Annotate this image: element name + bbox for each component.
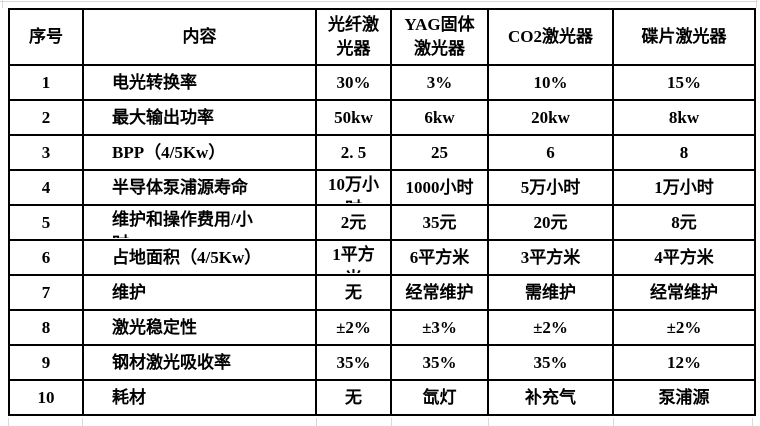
clipped-text: 维护和操作费用/小 时	[112, 209, 253, 238]
cell-fiber: 50kw	[315, 99, 392, 136]
gridline-tick-top-left	[2, 0, 3, 8]
column-header-yag-laser: YAG固体 激光器	[390, 8, 489, 66]
gridline-tick-bottom	[752, 418, 753, 426]
cell-fiber: 无	[315, 379, 392, 416]
cell-index: 2	[8, 99, 84, 136]
cell-index: 7	[8, 274, 84, 311]
laser-comparison-table: 序号 内容 光纤激 光器 YAG固体 激光器 CO2激光器 碟片激光器 1 电光…	[8, 8, 756, 416]
table-row: 3 BPP（4/5Kw） 2. 5 25 6 8	[8, 134, 756, 171]
gridline-tick-bottom	[613, 418, 614, 426]
cell-index: 10	[8, 379, 84, 416]
cell-fiber: 2. 5	[315, 134, 392, 171]
cell-co2: 补充气	[487, 379, 614, 416]
cell-fiber: 10万小 时	[315, 169, 392, 206]
cell-fiber: 30%	[315, 64, 392, 101]
cell-disc: 4平方米	[612, 239, 756, 276]
cell-content: 占地面积（4/5Kw）	[82, 239, 317, 276]
cell-yag: 25	[390, 134, 489, 171]
cell-co2: 20元	[487, 204, 614, 241]
table-row: 1 电光转换率 30% 3% 10% 15%	[8, 64, 756, 101]
cell-content: 钢材激光吸收率	[82, 344, 317, 381]
cell-content: 激光稳定性	[82, 309, 317, 346]
column-header-fiber-laser: 光纤激 光器	[315, 8, 392, 66]
clipped-text: 10万小 时	[328, 174, 379, 203]
table-row: 2 最大输出功率 50kw 6kw 20kw 8kw	[8, 99, 756, 136]
cell-fiber: ±2%	[315, 309, 392, 346]
cell-content: 维护和操作费用/小 时	[82, 204, 317, 241]
cell-disc: 泵浦源	[612, 379, 756, 416]
cell-content: BPP（4/5Kw）	[82, 134, 317, 171]
cell-co2: 10%	[487, 64, 614, 101]
cell-yag: ±3%	[390, 309, 489, 346]
cell-yag: 1000小时	[390, 169, 489, 206]
cell-disc: 15%	[612, 64, 756, 101]
cell-yag: 氙灯	[390, 379, 489, 416]
gridline-tick-top-right	[756, 0, 757, 8]
column-header-content: 内容	[82, 8, 317, 66]
cell-yag: 35%	[390, 344, 489, 381]
cell-index: 9	[8, 344, 84, 381]
gridline-tick-bottom	[8, 418, 9, 426]
cell-disc: 8元	[612, 204, 756, 241]
cell-co2: 20kw	[487, 99, 614, 136]
cell-content: 半导体泵浦源寿命	[82, 169, 317, 206]
gridline-tick-bottom	[391, 418, 392, 426]
table-row: 8 激光稳定性 ±2% ±3% ±2% ±2%	[8, 309, 756, 346]
cell-yag: 35元	[390, 204, 489, 241]
cell-content: 最大输出功率	[82, 99, 317, 136]
column-header-disc-laser: 碟片激光器	[612, 8, 756, 66]
table-row: 7 维护 无 经常维护 需维护 经常维护	[8, 274, 756, 311]
header-row: 序号 内容 光纤激 光器 YAG固体 激光器 CO2激光器 碟片激光器	[8, 8, 756, 66]
cell-fiber: 2元	[315, 204, 392, 241]
cell-content: 电光转换率	[82, 64, 317, 101]
cell-content: 耗材	[82, 379, 317, 416]
cell-yag: 6kw	[390, 99, 489, 136]
cell-disc: 8	[612, 134, 756, 171]
column-header-index: 序号	[8, 8, 84, 66]
cell-index: 4	[8, 169, 84, 206]
gridline-tick-bottom	[316, 418, 317, 426]
table-row: 4 半导体泵浦源寿命 10万小 时 1000小时 5万小时 1万小时	[8, 169, 756, 206]
cell-fiber: 1平方 米	[315, 239, 392, 276]
cell-disc: 经常维护	[612, 274, 756, 311]
cell-co2: 5万小时	[487, 169, 614, 206]
cell-co2: 6	[487, 134, 614, 171]
cell-disc: ±2%	[612, 309, 756, 346]
cell-index: 5	[8, 204, 84, 241]
cell-index: 6	[8, 239, 84, 276]
gridline-top	[0, 1, 758, 2]
cell-disc: 12%	[612, 344, 756, 381]
cell-index: 3	[8, 134, 84, 171]
cell-yag: 3%	[390, 64, 489, 101]
cell-index: 1	[8, 64, 84, 101]
cell-yag: 6平方米	[390, 239, 489, 276]
gridline-tick-bottom	[82, 418, 83, 426]
cell-disc: 1万小时	[612, 169, 756, 206]
cell-yag: 经常维护	[390, 274, 489, 311]
column-header-co2-laser: CO2激光器	[487, 8, 614, 66]
cell-co2: 需维护	[487, 274, 614, 311]
cell-co2: 35%	[487, 344, 614, 381]
clipped-text: 1平方 米	[332, 244, 375, 273]
table-row: 10 耗材 无 氙灯 补充气 泵浦源	[8, 379, 756, 416]
cell-co2: 3平方米	[487, 239, 614, 276]
cell-fiber: 无	[315, 274, 392, 311]
cell-fiber: 35%	[315, 344, 392, 381]
cell-content: 维护	[82, 274, 317, 311]
cell-disc: 8kw	[612, 99, 756, 136]
table-row: 9 钢材激光吸收率 35% 35% 35% 12%	[8, 344, 756, 381]
table-row: 5 维护和操作费用/小 时 2元 35元 20元 8元	[8, 204, 756, 241]
table-row: 6 占地面积（4/5Kw） 1平方 米 6平方米 3平方米 4平方米	[8, 239, 756, 276]
cell-index: 8	[8, 309, 84, 346]
gridline-tick-bottom	[488, 418, 489, 426]
cell-co2: ±2%	[487, 309, 614, 346]
